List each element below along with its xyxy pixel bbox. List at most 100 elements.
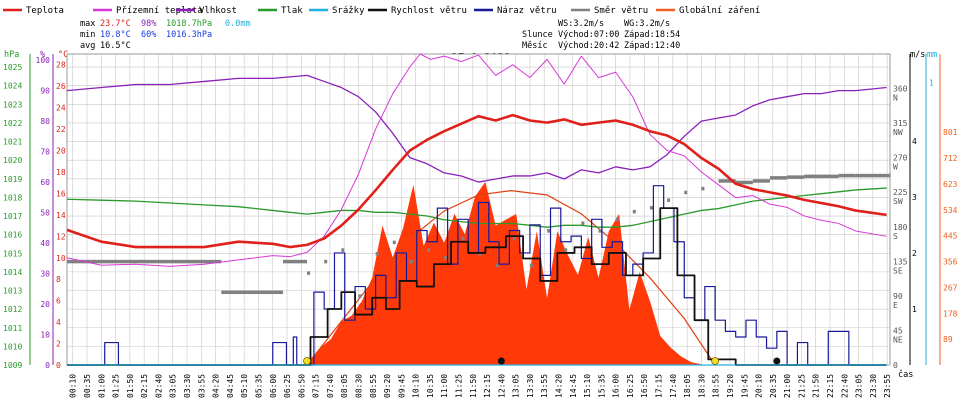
x-tick-label: 16:00 — [612, 374, 621, 398]
wind-direction-mark — [701, 186, 705, 191]
x-tick-label: 17:40 — [669, 374, 678, 398]
x-tick-label: 10:35 — [426, 374, 435, 398]
hpa-tick-label: 1022 — [3, 119, 22, 128]
direction-tick-label: 360 — [893, 85, 908, 94]
x-tick-label: 09:45 — [397, 374, 406, 398]
legend-item-smer-vetru: Směr větru — [571, 6, 648, 16]
pressure-line — [66, 187, 887, 228]
wind-direction-mark — [547, 229, 551, 233]
wind-direction-mark — [529, 263, 533, 268]
legend-item-globalni-zareni: Globální záření — [656, 6, 760, 16]
ms-tick-label: 3 — [912, 193, 917, 202]
humidity-line — [66, 74, 887, 183]
x-tick-label: 11:25 — [454, 374, 463, 398]
wind-direction-mark — [649, 206, 653, 210]
x-tick-label: 03:55 — [197, 374, 206, 398]
stats-max-label: max — [80, 19, 95, 29]
direction-letter-label: S — [893, 232, 898, 241]
x-tick-label: 05:35 — [254, 374, 263, 398]
x-tick-label: 03:05 — [169, 374, 178, 398]
sun-moon-markers — [303, 357, 781, 365]
wind-direction-series — [67, 173, 891, 298]
x-tick-label: 02:40 — [154, 374, 163, 398]
x-tick-label: 07:15 — [312, 374, 321, 398]
x-tick-label: 18:30 — [697, 374, 706, 398]
radiation-tick-label: 623 — [943, 180, 958, 189]
legend-item-teplota: Teplota — [3, 6, 64, 16]
legend-item-naraz-vetru: Náraz větru — [474, 6, 557, 16]
wind-direction-mark — [684, 190, 688, 195]
x-tick-label: 16:25 — [626, 374, 635, 398]
x-tick-label: 22:40 — [840, 374, 849, 398]
wind-direction-mark — [427, 248, 431, 252]
x-tick-label: 19:20 — [726, 374, 735, 398]
sunrise-time: Východ:07:00 — [558, 30, 619, 40]
celsius-tick-label: 8 — [56, 275, 61, 284]
x-tick-label: 08:05 — [340, 374, 349, 398]
x-tick-label: 00:10 — [69, 374, 78, 398]
moonrise-marker — [773, 357, 781, 365]
x-tick-label: 21:25 — [797, 374, 806, 398]
legend-item-srazky: Srážky — [309, 6, 365, 16]
stats-min-label: min — [80, 30, 95, 40]
ms-tick-label: 4 — [912, 137, 917, 146]
sunset-time: Západ:18:54 — [624, 30, 680, 40]
wind-direction-mark — [214, 259, 222, 264]
wind-direction-mark — [752, 179, 770, 183]
x-tick-label: 16:50 — [640, 374, 649, 398]
stats-min-press: 1016.3hPa — [166, 30, 212, 40]
temperature-series — [66, 113, 887, 249]
wind-direction-mark — [221, 290, 284, 295]
x-tick-label: 15:10 — [583, 374, 592, 398]
direction-tick-label: 270 — [893, 154, 908, 163]
percent-tick-label: 30 — [40, 270, 50, 279]
wind-direction-mark — [598, 229, 602, 233]
percent-tick-label: 80 — [40, 117, 50, 126]
x-tick-label: 09:20 — [383, 374, 392, 398]
wind-speed-info: WS:3.2m/s — [558, 19, 604, 29]
legend-label: Vlhkost — [199, 6, 237, 16]
hpa-tick-label: 1017 — [3, 212, 22, 221]
x-tick-label: 05:10 — [240, 374, 249, 398]
hpa-tick-label: 1012 — [3, 305, 22, 314]
wind-direction-mark — [283, 259, 308, 264]
legend-label: Srážky — [332, 6, 365, 16]
stats-max-press: 1018.7hPa — [166, 19, 212, 29]
moonset-time: Západ:12:40 — [624, 41, 680, 51]
ms-tick-label: 1 — [912, 305, 917, 314]
direction-tick-label: 45 — [893, 326, 903, 335]
wind-direction-mark — [409, 259, 413, 264]
direction-tick-label: 315 — [893, 119, 908, 128]
radiation-tick-label: 445 — [943, 232, 958, 241]
wind-direction-mark — [564, 248, 568, 252]
celsius-tick-label: 26 — [56, 82, 66, 91]
legend-label: Teplota — [26, 6, 64, 16]
radiation-tick-label: 178 — [943, 309, 958, 318]
direction-tick-label: 180 — [893, 223, 908, 232]
celsius-tick-label: 20 — [56, 147, 66, 156]
wind-gust-info: WG:3.2m/s — [624, 19, 670, 29]
radiation-tick-label: 356 — [943, 258, 958, 267]
x-tick-label: 11:00 — [440, 374, 449, 398]
direction-tick-label: 0 — [893, 361, 898, 370]
mm-tick-label: 1 — [929, 78, 934, 87]
direction-letter-label: NW — [893, 128, 903, 137]
x-tick-label: 00:35 — [83, 374, 92, 398]
legend-label: Tlak — [281, 6, 303, 16]
x-tick-label: 23:30 — [869, 374, 878, 398]
stats-avg-temp: 16.5°C — [100, 41, 131, 51]
celsius-tick-label: 0 — [56, 361, 61, 370]
x-tick-label: 22:15 — [826, 374, 835, 398]
x-tick-label: 13:55 — [540, 374, 549, 398]
hpa-tick-label: 1016 — [3, 231, 22, 240]
moon-label: Měsíc — [522, 41, 548, 51]
wind-direction-mark — [632, 209, 636, 214]
direction-tick-label: 225 — [893, 188, 908, 197]
x-tick-label: 20:35 — [769, 374, 778, 398]
x-tick-label: 21:50 — [812, 374, 821, 398]
wind-direction-mark — [838, 173, 856, 178]
ground-temperature-line — [66, 53, 887, 267]
hpa-tick-label: 1015 — [3, 249, 22, 258]
percent-tick-label: 40 — [40, 239, 50, 248]
stats-min-hum: 60% — [141, 30, 156, 40]
